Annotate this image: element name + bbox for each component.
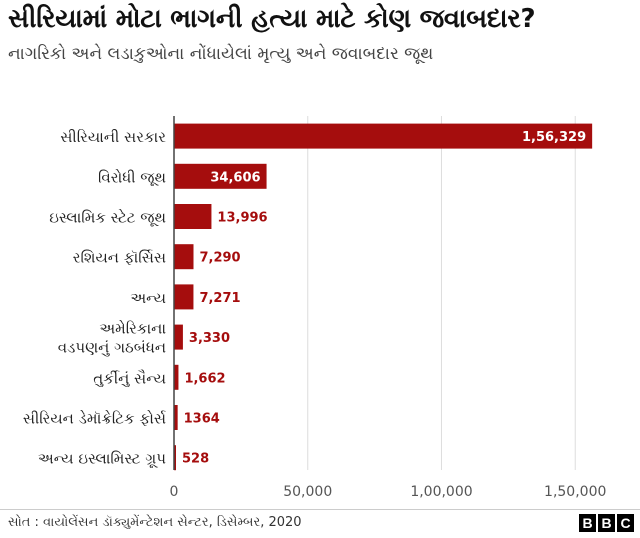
source-note: સોત : વાયોલેંસન ડૉક્યુમેંન્ટેશન સેન્ટર, … [8, 515, 302, 530]
bar-7 [174, 405, 178, 430]
bar-4 [174, 284, 194, 310]
category-label-5-0: અમેરિકાના [99, 319, 166, 337]
bar-8 [174, 445, 176, 471]
logo-letter-b2: B [598, 514, 615, 532]
chart-subtitle: નાગરિકો અને લડાકુઓના નોંધાયેલાં મૃત્યુ અ… [8, 44, 434, 64]
bar-3 [174, 244, 194, 270]
chart-title: સીરિયામાં મોટા ભાગની હત્યા માટે કોણ જવાબ… [8, 4, 536, 34]
bar-1 [174, 163, 267, 189]
bbc-logo: B B C [579, 514, 634, 532]
value-label-3: 7,290 [199, 251, 240, 266]
bar-2 [174, 204, 212, 229]
category-label-6: તુર્કીનું સૈન્ય [93, 369, 166, 387]
category-label-4: અન્ય [130, 289, 166, 307]
category-label-7: સીરિયન ડેમૉક્રેટિક ફોર્સ [23, 409, 166, 427]
value-label-6: 1,662 [184, 371, 225, 386]
x-tick-label-0: 0 [170, 484, 179, 500]
bar-6 [174, 364, 179, 390]
value-label-4: 7,271 [199, 291, 240, 306]
value-label-5: 3,330 [189, 331, 230, 346]
category-label-2: ઇસ્લામિક સ્ટેટ જૂથ [49, 208, 166, 226]
x-tick-label-2: 1,00,000 [410, 484, 472, 500]
category-label-5-1: વડપણનું ગઠબંધન [58, 339, 166, 357]
category-label-8: અન્ય ઇસ્લામિસ્ટ ગ્રૂપ [38, 450, 166, 468]
value-label-1: 34,606 [210, 170, 260, 185]
bar-5 [174, 324, 183, 350]
category-label-0: સીરિયાની સરકાર [60, 128, 166, 146]
bar-0 [174, 123, 593, 149]
footer-divider [0, 509, 640, 510]
category-label-1: વિરોધી જૂથ [98, 168, 166, 186]
logo-letter-c: C [617, 514, 634, 532]
category-label-3: રશિયન ફૉર્સિસ [73, 249, 166, 267]
bar-chart: 0 50,000 1,00,000 1,50,000 1,56,329 સીરિયાની … [23, 116, 606, 500]
x-tick-label-3: 1,50,000 [544, 484, 606, 500]
x-tick-label-1: 50,000 [283, 484, 332, 500]
value-label-0: 1,56,329 [522, 130, 586, 145]
value-label-7: 1364 [184, 412, 220, 427]
value-label-8: 528 [182, 452, 209, 467]
logo-letter-b1: B [579, 514, 596, 532]
value-label-2: 13,996 [217, 211, 267, 226]
